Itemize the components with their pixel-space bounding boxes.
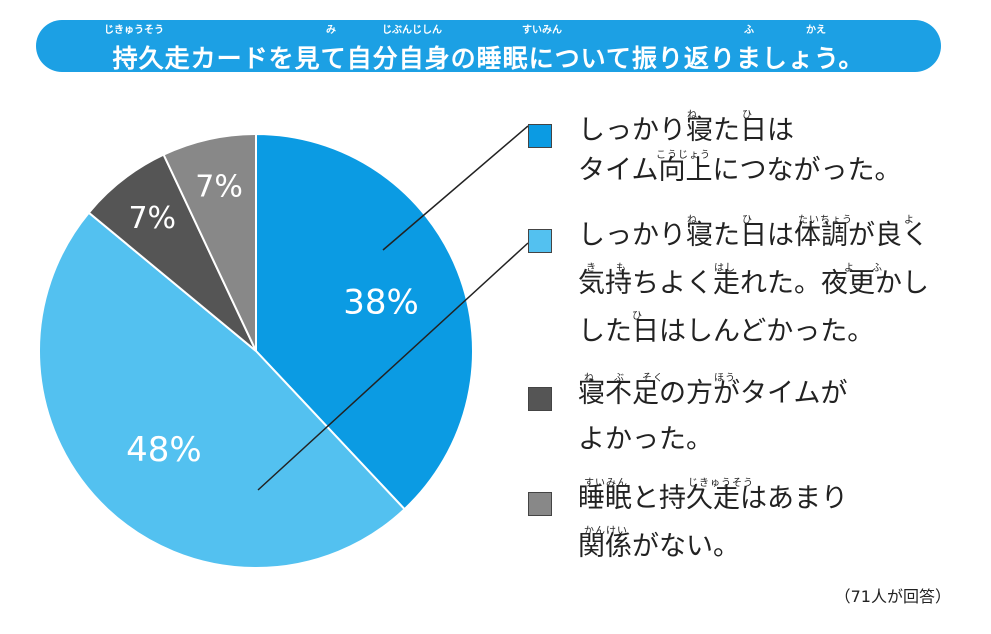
legend-ruby: も (616, 263, 627, 274)
legend-ruby: はし (714, 263, 736, 274)
slice-label-3: 7% (128, 201, 176, 236)
legend-ruby: ひ (742, 215, 753, 226)
legend-line: 寝不足の方がタイムが (578, 378, 848, 409)
legend-swatch-2 (528, 229, 552, 253)
legend-ruby: そく (642, 373, 664, 384)
title-ruby-6: かえ (806, 25, 826, 36)
title-ruby-1: じきゅうそう (104, 25, 164, 36)
slice-label-2: 48% (126, 430, 202, 470)
title-ruby-5: ふ (744, 25, 754, 36)
legend-ruby: じきゅうそう (688, 478, 754, 489)
legend-ruby: ぶ (614, 373, 625, 384)
legend-swatch-1 (528, 124, 552, 148)
legend-line: 関係がない。 (578, 531, 740, 562)
pie-slice-4 (162, 132, 257, 352)
legend-line: しっかり寝た日は (578, 115, 794, 146)
legend-line: よかった。 (578, 424, 713, 455)
legend-ruby: よ (904, 215, 915, 226)
legend-line: タイム向上につながった。 (578, 155, 902, 186)
slice-label-1: 38% (343, 282, 419, 322)
legend-ruby: ね (584, 373, 595, 384)
legend-ruby: ひ (632, 311, 643, 322)
legend-swatch-3 (528, 387, 552, 411)
respondent-note: （71人が回答） (834, 587, 951, 606)
leader-line-1 (382, 125, 529, 251)
legend-ruby: こうじょう (656, 150, 711, 161)
legend-ruby: き (586, 263, 597, 274)
legend-line: 気持ちよく走れた。夜更かし (578, 268, 929, 299)
legend-line: しっかり寝た日は体調が良く (578, 220, 929, 251)
pie-slice-1 (255, 132, 474, 511)
legend-ruby: ね (687, 110, 698, 121)
title-ruby: じきゅうそう み じぶんじしん すいみん ふ かえ (94, 21, 911, 37)
legend-ruby: たいちょう (798, 215, 853, 226)
pie-slice-2 (38, 211, 406, 569)
legend-ruby: すいみん (584, 478, 628, 489)
legend-ruby: ひ (742, 110, 753, 121)
slice-label-4: 7% (195, 169, 243, 204)
legend-ruby: ね (687, 215, 698, 226)
title-ruby-4: すいみん (522, 25, 562, 36)
chart-title: 持久走カードを見て自分自身の睡眠について振り返りましょう。 (112, 44, 865, 73)
legend-line: した日はしんどかった。 (578, 316, 875, 347)
leader-line-2 (257, 242, 529, 491)
legend-swatch-4 (528, 492, 552, 516)
legend-ruby: よ (844, 263, 855, 274)
title-ruby-2: み (326, 25, 336, 36)
title-bar: じきゅうそう み じぶんじしん すいみん ふ かえ 持久走カードを見て自分自身の… (36, 20, 941, 73)
legend-ruby: ほう (714, 373, 736, 384)
legend-line: 睡眠と持久走はあまり (578, 483, 848, 514)
title-ruby-3: じぶんじしん (382, 25, 442, 36)
legend-ruby: かんけい (584, 526, 628, 537)
legend-ruby: ふ (872, 263, 883, 274)
